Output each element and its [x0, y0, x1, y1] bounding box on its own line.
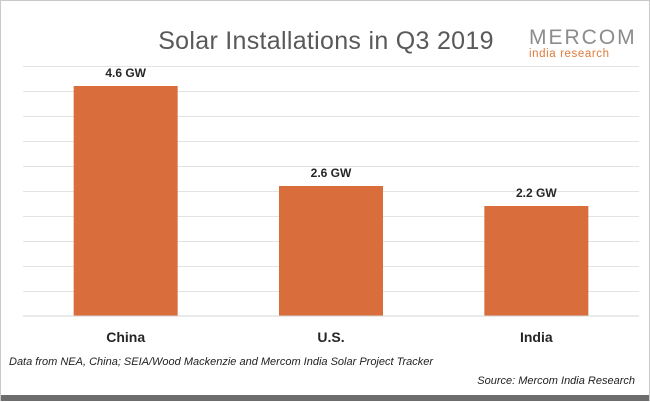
- logo-name: MERCOM: [529, 26, 637, 49]
- chart-title: Solar Installations in Q3 2019: [158, 27, 494, 55]
- mercom-logo: MERCOM india research: [529, 26, 639, 61]
- category-label: U.S.: [317, 329, 344, 345]
- data-label: 4.6 GW: [105, 66, 146, 80]
- category-label: India: [520, 329, 553, 345]
- data-label: 2.2 GW: [516, 186, 557, 200]
- bar-china: [73, 86, 178, 316]
- logo-subtitle: india research: [529, 48, 610, 60]
- data-label: 2.6 GW: [311, 166, 352, 180]
- bar-india: [484, 206, 589, 316]
- category-label: China: [106, 329, 145, 345]
- bars: [73, 86, 589, 316]
- bar-u-s: [279, 186, 383, 316]
- bottom-border: [1, 395, 649, 401]
- source-note: Source: Mercom India Research: [477, 375, 635, 387]
- labels: 4.6 GW China 2.6 GW U.S. 2.2 GW India: [105, 66, 557, 345]
- data-note: Data from NEA, China; SEIA/Wood Mackenzi…: [9, 356, 434, 368]
